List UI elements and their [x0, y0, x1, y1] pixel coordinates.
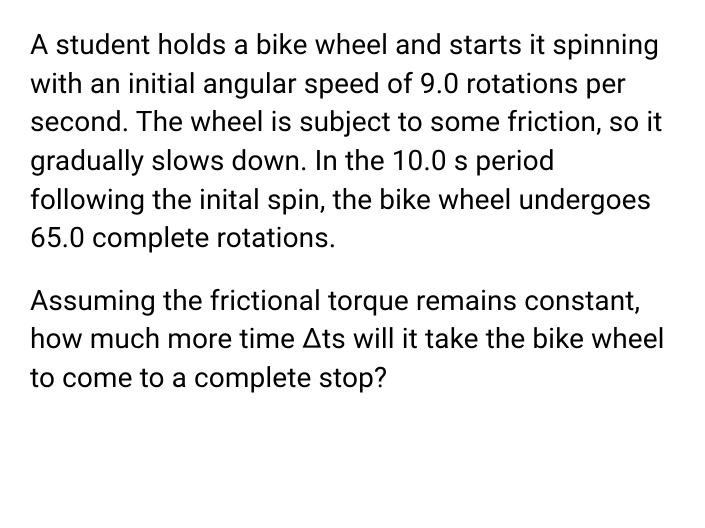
problem-text-container: A student holds a bike wheel and starts …	[0, 0, 705, 424]
paragraph-2: Assuming the frictional torque remains c…	[30, 282, 671, 398]
paragraph-1: A student holds a bike wheel and starts …	[30, 26, 671, 258]
